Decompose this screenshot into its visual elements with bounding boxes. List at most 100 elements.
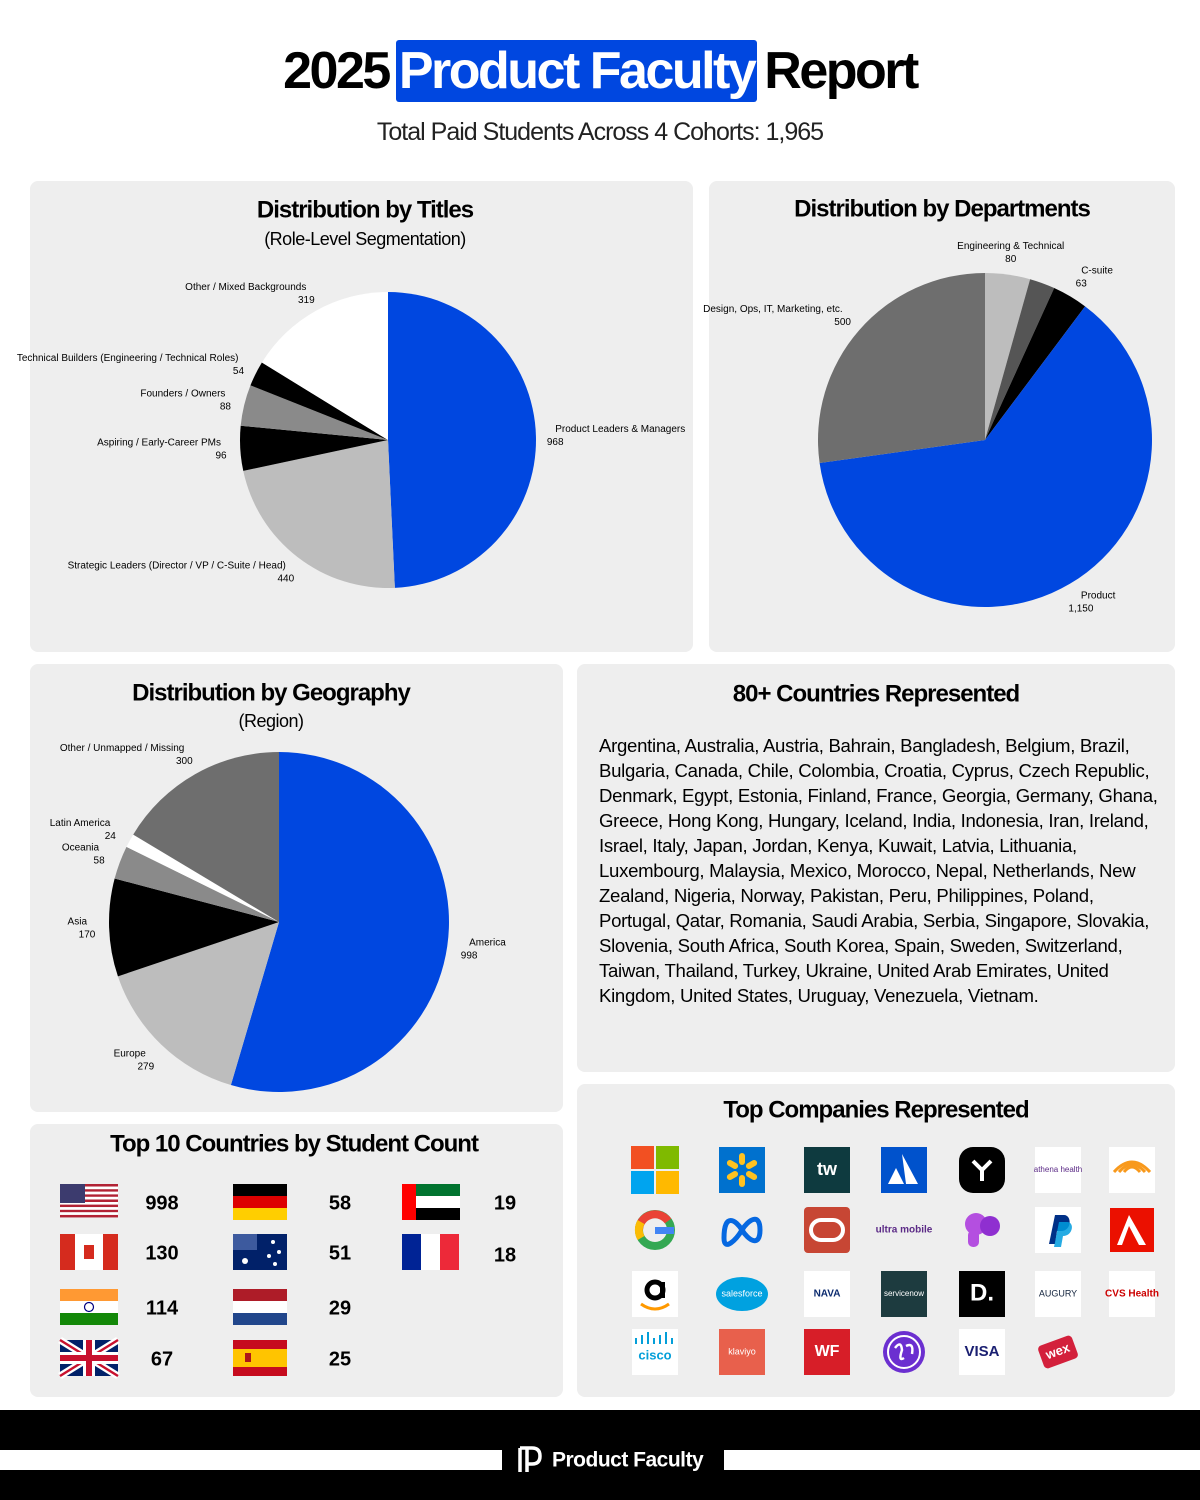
flag-part (402, 1184, 416, 1220)
panel (30, 1124, 563, 1397)
slice-name: Europe (114, 1048, 147, 1059)
logo-text: klaviyo (728, 1346, 756, 1356)
slice-name: Technical Builders (Engineering / Techni… (17, 353, 239, 364)
slice-label: Product Leaders & Managers 968 (547, 424, 685, 448)
title-part: 2025 (283, 42, 391, 100)
report-title: 2025 Product Faculty Report (0, 40, 1200, 102)
flag-part (60, 1196, 118, 1200)
slice-value: 58 (94, 855, 106, 866)
logo-text: servicenow (884, 1289, 924, 1298)
logo-shape (980, 1216, 1000, 1236)
slice-label: Strategic Leaders (Director / VP / C-Sui… (68, 560, 295, 584)
logo-shape (634, 1220, 645, 1240)
logo-shape (641, 1335, 643, 1344)
flag-part (267, 1254, 271, 1258)
pie-slice (819, 306, 1152, 607)
slice-label: Engineering & Technical 80 (957, 241, 1064, 265)
flag-part (271, 1240, 275, 1244)
logo-shape (726, 1160, 739, 1169)
pie-slice (388, 292, 536, 588)
slice-value: 500 (834, 317, 851, 328)
flag-part (60, 1204, 118, 1208)
pie-slice (240, 385, 388, 440)
title-highlight: Product Faculty (395, 40, 758, 102)
flag-part (233, 1234, 257, 1250)
flag-part (233, 1196, 287, 1208)
footer-brand: Product Faculty (552, 1449, 704, 1472)
slice-label: Europe 279 (114, 1048, 155, 1072)
flag-part (60, 1199, 118, 1203)
slice-value: 440 (278, 573, 295, 584)
flag-part (60, 1234, 75, 1270)
flag-part (233, 1289, 287, 1301)
logo-shape (1035, 1271, 1081, 1317)
slice-name: Oceania (62, 842, 100, 853)
logo-shape (719, 1329, 765, 1375)
logo-shape (959, 1329, 1005, 1375)
slice-name: Engineering & Technical (957, 241, 1064, 252)
pie-slice (817, 273, 985, 464)
logo-shape (745, 1171, 758, 1180)
logo-shape (653, 1338, 655, 1344)
flag-part (60, 1184, 85, 1203)
logo-text: AUGURY (1039, 1288, 1077, 1298)
country-count: 130 (145, 1242, 178, 1264)
logo-shape (1112, 1160, 1152, 1174)
chart-subtitle: (Region) (238, 711, 303, 731)
logo-shape (1038, 1335, 1078, 1369)
flag-part (233, 1313, 287, 1325)
flag-part (402, 1234, 421, 1270)
slice-name: Other / Mixed Backgrounds (185, 282, 306, 293)
pie-slice (126, 834, 280, 922)
chart-title: Distribution by Titles (257, 196, 474, 223)
pie-slice (261, 292, 388, 440)
country-count: 114 (146, 1297, 179, 1319)
slice-name: Asia (68, 916, 88, 927)
flag-part (233, 1208, 287, 1220)
slice-label: Product 1,150 (1068, 590, 1115, 614)
flag-part (103, 1234, 118, 1270)
flag-part (60, 1355, 118, 1361)
pie-slice (985, 288, 1086, 440)
flag-part (60, 1207, 118, 1210)
logo-shape (647, 1332, 649, 1344)
logo-shape (804, 1147, 850, 1193)
logo-shape (804, 1207, 850, 1253)
logo-shape (1117, 1163, 1147, 1174)
logo-text: CVS Health (1105, 1289, 1159, 1300)
flag-part (233, 1301, 287, 1313)
logo-shape (881, 1271, 927, 1317)
logo-shape (971, 1159, 993, 1181)
slice-label: Latin America 24 (50, 818, 117, 842)
panel-title: Top Companies Represented (723, 1096, 1029, 1123)
pie-slice (117, 922, 280, 1086)
pie-slice (109, 878, 279, 977)
slice-value: 170 (79, 929, 96, 940)
slice-value: 80 (1005, 254, 1017, 265)
logo-shape (640, 1302, 670, 1311)
slice-value: 1,150 (1068, 603, 1093, 614)
flag-part (60, 1214, 118, 1218)
logo-text: cisco (638, 1347, 671, 1362)
logo-shape (739, 1153, 745, 1165)
logo-text: athena health (1034, 1165, 1083, 1174)
flag-part (60, 1189, 118, 1192)
logo-shape (959, 1271, 1005, 1317)
logo-shape (1054, 1222, 1072, 1247)
slice-name: Design, Ops, IT, Marketing, etc. (703, 304, 843, 315)
slice-value: 54 (233, 366, 245, 377)
slice-value: 968 (547, 437, 564, 448)
slice-name: Founders / Owners (140, 388, 225, 399)
slice-value: 96 (215, 450, 227, 461)
logo-shape (1035, 1147, 1081, 1193)
slice-label: Founders / Owners 88 (140, 388, 231, 412)
title-part: Report (764, 42, 919, 100)
flag-part (60, 1209, 118, 1213)
flag-part (245, 1353, 251, 1362)
slice-label: Design, Ops, IT, Marketing, etc. 500 (703, 304, 851, 328)
logo-shape (745, 1160, 758, 1169)
slice-name: Latin America (50, 818, 111, 829)
logo-shape (631, 1146, 654, 1169)
slice-value: 63 (1076, 278, 1088, 289)
